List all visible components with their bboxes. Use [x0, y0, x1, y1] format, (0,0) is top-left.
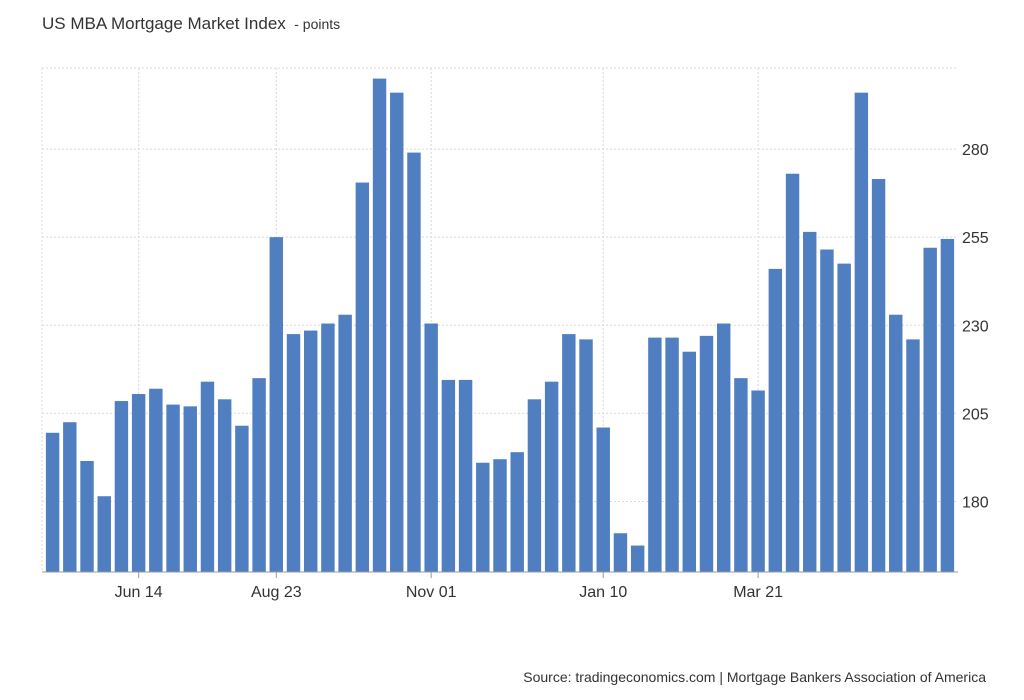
- bar: [131, 394, 146, 572]
- bar: [114, 401, 129, 572]
- bar: [785, 173, 800, 573]
- bar: [63, 422, 77, 572]
- bar: [889, 314, 903, 572]
- bar: [390, 92, 404, 573]
- bar: [940, 238, 955, 572]
- bar: [544, 381, 559, 572]
- bar: [235, 425, 249, 572]
- bar: [458, 379, 473, 572]
- bar: [80, 460, 94, 572]
- bar: [562, 334, 576, 572]
- chart-title: US MBA Mortgage Market Index: [42, 14, 286, 33]
- bar: [648, 337, 662, 572]
- bar: [252, 378, 266, 572]
- bar: [751, 390, 765, 572]
- bar: [803, 231, 817, 572]
- bar: [716, 323, 731, 572]
- bar: [321, 323, 335, 572]
- bar: [355, 182, 370, 573]
- bar: [527, 399, 542, 572]
- bar: [149, 388, 163, 572]
- bar: [45, 432, 60, 572]
- bar: [372, 78, 387, 572]
- chart-subtitle: - points: [294, 16, 341, 32]
- bar: [286, 334, 301, 572]
- bar: [768, 268, 783, 572]
- bar: [183, 406, 197, 572]
- y-axis-labels: 180 205 230 255 280: [962, 142, 989, 511]
- bars: [45, 78, 955, 573]
- bar: [906, 339, 920, 572]
- bar: [407, 152, 421, 572]
- bar: [338, 314, 352, 572]
- x-tick-label: Jan 10: [579, 584, 627, 601]
- bar: [596, 427, 610, 572]
- y-tick-label: 280: [962, 142, 989, 159]
- bar: [579, 339, 593, 572]
- bar: [682, 351, 696, 572]
- axes: [42, 571, 958, 578]
- bar: [304, 330, 318, 572]
- bar: [269, 237, 284, 573]
- bar: [854, 92, 869, 573]
- x-tick-label: Jun 14: [115, 584, 163, 601]
- bar: [217, 399, 232, 572]
- bar: [871, 179, 886, 572]
- bar: [200, 381, 215, 572]
- bar: [734, 378, 748, 572]
- bar: [97, 496, 111, 572]
- bar: [493, 459, 507, 572]
- bar: [510, 452, 524, 572]
- bar: [476, 462, 490, 572]
- bar: [613, 533, 628, 572]
- bar: [441, 379, 456, 572]
- x-tick-label: Mar 21: [733, 584, 783, 601]
- bar: [630, 545, 645, 572]
- y-tick-label: 255: [962, 230, 989, 247]
- y-tick-label: 230: [962, 318, 989, 335]
- bar: [820, 249, 834, 572]
- x-tick-label: Nov 01: [406, 584, 457, 601]
- bar: [665, 337, 679, 572]
- bar: [699, 335, 714, 572]
- bar: [923, 247, 937, 572]
- bar: [166, 404, 180, 572]
- bar: [424, 323, 438, 572]
- y-tick-label: 180: [962, 495, 989, 512]
- chart-header: US MBA Mortgage Market Index - points: [42, 14, 340, 34]
- x-axis-labels: Jun 14 Aug 23 Nov 01 Jan 10 Mar 21: [115, 584, 783, 601]
- bar: [837, 263, 851, 572]
- source-note: Source: tradingeconomics.com | Mortgage …: [523, 669, 986, 685]
- y-tick-label: 205: [962, 406, 989, 423]
- x-tick-label: Aug 23: [251, 584, 302, 601]
